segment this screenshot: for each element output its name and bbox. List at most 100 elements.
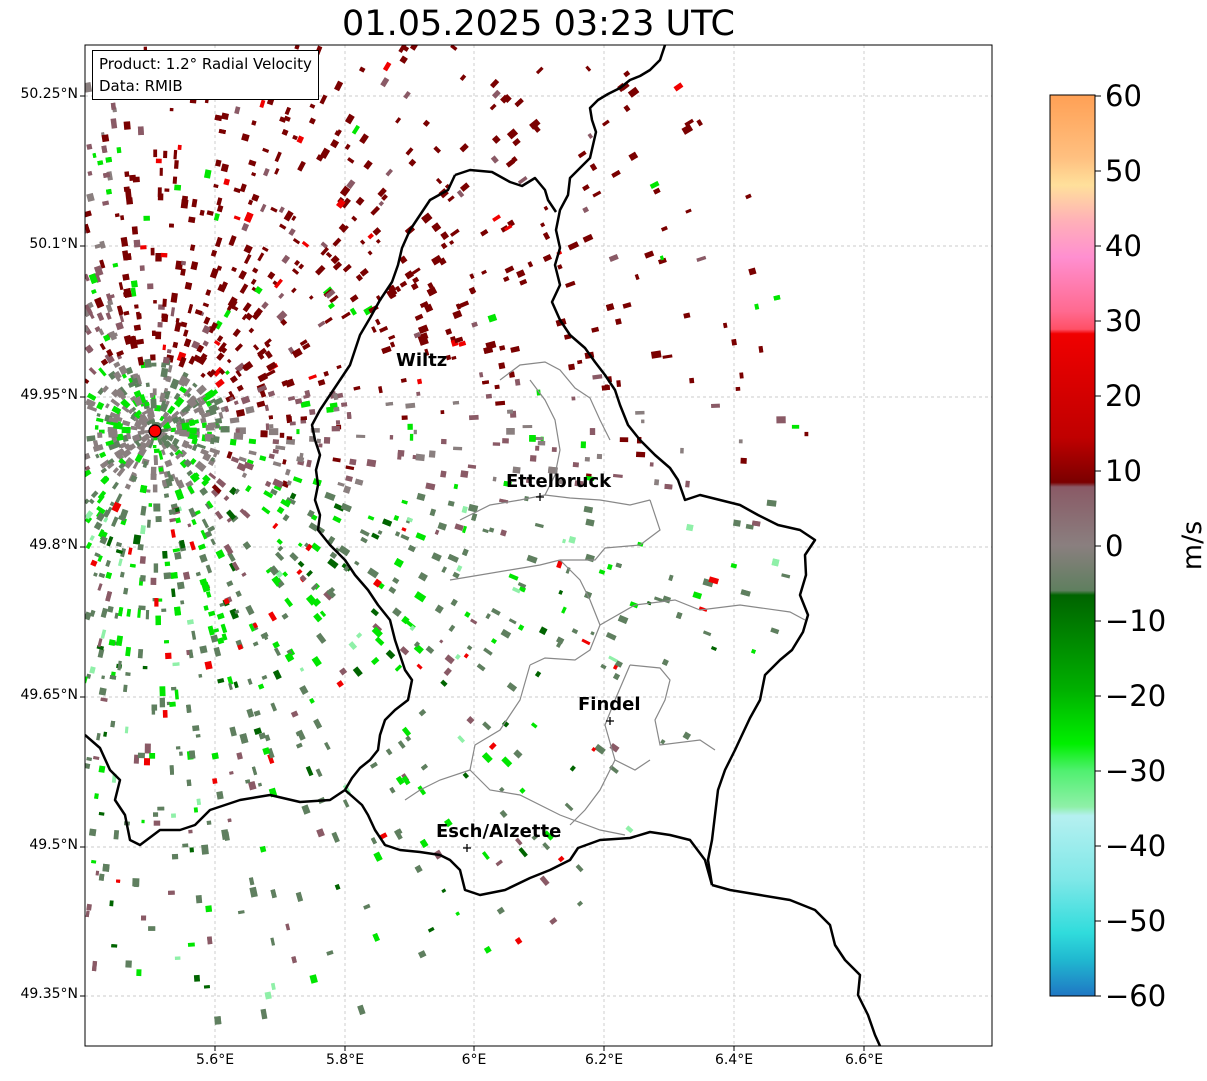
radar-bin <box>538 626 548 636</box>
radar-bin <box>88 273 99 285</box>
radar-bin <box>330 139 340 149</box>
radar-bin <box>253 710 261 717</box>
radar-bin <box>86 435 96 442</box>
radar-bin <box>410 267 421 276</box>
radar-bin <box>417 950 427 959</box>
radar-bin <box>164 561 171 567</box>
radar-bin <box>758 345 764 353</box>
radar-bin <box>730 563 738 569</box>
radar-bin <box>153 812 159 817</box>
radar-bin <box>503 276 510 283</box>
radar-bin <box>202 474 211 484</box>
radar-bin <box>347 157 355 164</box>
radar-bin <box>291 215 297 222</box>
radar-bin <box>231 304 239 312</box>
lat-label: 50.25°N <box>20 86 78 102</box>
radar-bin <box>131 226 139 235</box>
radar-bin <box>167 405 176 415</box>
radar-bin <box>587 133 594 139</box>
radar-bin <box>334 883 341 891</box>
radar-bin <box>97 583 103 591</box>
radar-bin <box>105 303 113 313</box>
radar-bin <box>272 478 284 488</box>
radar-bin <box>142 444 147 450</box>
radar-bin <box>210 538 216 546</box>
radar-bin <box>332 237 342 247</box>
radar-bin <box>399 280 408 288</box>
radar-bin <box>562 538 567 544</box>
radar-bin <box>310 542 321 553</box>
radar-bin <box>177 375 189 387</box>
radar-bin <box>738 439 743 444</box>
radar-bin <box>561 606 567 614</box>
radar-bin <box>518 586 527 593</box>
radar-bin <box>315 768 323 778</box>
radar-bin <box>226 451 233 459</box>
radar-bin <box>488 742 497 750</box>
lon-label: 6.6°E <box>844 1052 884 1068</box>
radar-bin <box>85 510 94 520</box>
radar-bin <box>556 636 565 645</box>
radar-bin <box>204 389 216 400</box>
radar-bin <box>598 569 606 575</box>
radar-bin <box>623 104 631 113</box>
radar-bin <box>462 525 468 534</box>
radar-bin <box>444 183 450 189</box>
radar-bin <box>125 366 134 375</box>
radar-bin <box>92 755 100 760</box>
radar-bin <box>503 480 512 487</box>
radar-bin <box>210 249 218 257</box>
radar-bin <box>114 448 125 458</box>
radar-bin <box>164 188 170 192</box>
radar-bin <box>203 984 211 989</box>
radar-bin <box>187 523 192 528</box>
radar-bin <box>182 329 189 337</box>
radar-bin <box>417 785 427 796</box>
radar-bin <box>192 725 200 732</box>
radar-bin <box>359 133 369 145</box>
radar-bin <box>288 228 296 237</box>
radar-bin <box>316 154 324 162</box>
radar-bin <box>702 630 712 637</box>
radar-bin <box>591 746 597 752</box>
radar-bin <box>174 488 185 501</box>
radar-bin <box>313 718 323 730</box>
radar-bin <box>308 522 319 532</box>
radar-bin <box>366 459 377 468</box>
radar-bin <box>309 697 315 704</box>
radar-bin <box>216 265 223 271</box>
radar-bin <box>498 362 506 370</box>
radar-returns <box>85 45 809 1025</box>
radar-bin <box>86 143 93 150</box>
radar-bin <box>326 950 334 956</box>
radar-bin <box>169 517 177 523</box>
radar-bin <box>530 722 538 729</box>
radar-bin <box>160 252 168 258</box>
radar-bin <box>209 267 219 279</box>
radar-bin <box>93 521 103 531</box>
radar-bin <box>265 423 270 430</box>
radar-bin <box>99 451 107 459</box>
radar-bin <box>118 457 127 466</box>
radar-bin <box>287 395 296 402</box>
radar-bin <box>104 403 110 409</box>
radar-bin <box>452 310 463 320</box>
radar-bin <box>505 158 516 168</box>
radar-bin <box>282 514 290 522</box>
radar-bin <box>322 286 333 296</box>
radar-bin <box>320 246 329 256</box>
radar-bin <box>682 731 692 741</box>
radar-bin <box>98 528 105 538</box>
radar-bin <box>245 604 255 616</box>
radar-bin <box>500 529 507 537</box>
radar-bin <box>804 431 809 437</box>
radar-bin <box>771 558 780 567</box>
radar-bin <box>191 340 200 350</box>
radar-bin <box>395 285 402 293</box>
radar-bin <box>152 484 158 493</box>
radar-bin <box>111 405 122 415</box>
radar-bin <box>349 458 357 466</box>
radar-bin <box>286 414 292 421</box>
radar-bin <box>518 847 528 858</box>
